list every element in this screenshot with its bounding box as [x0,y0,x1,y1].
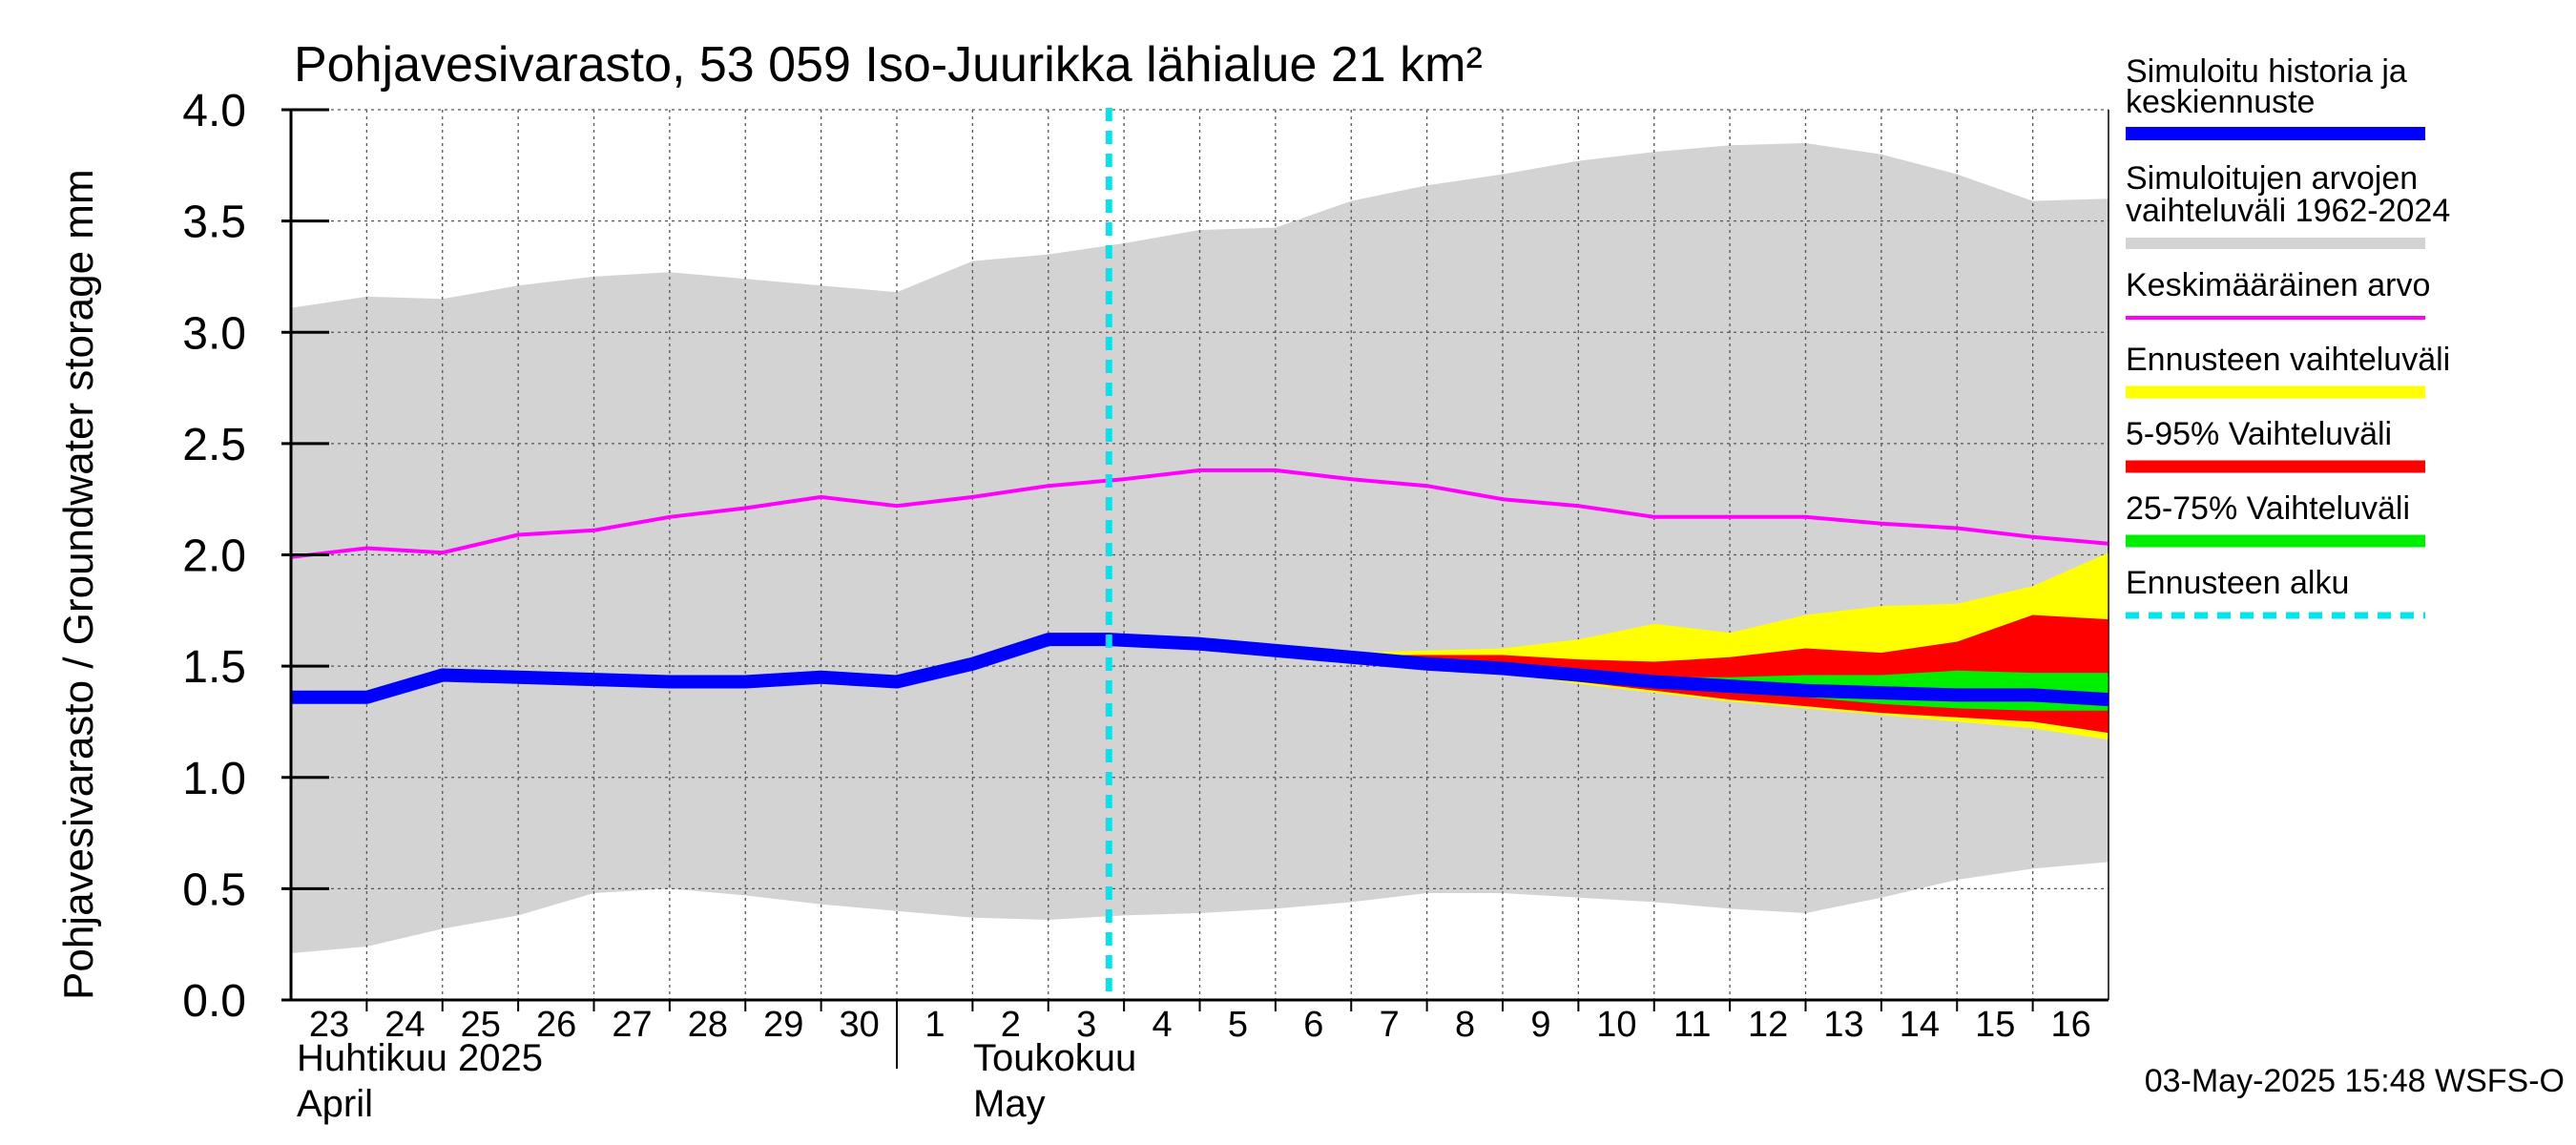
month-label-may-line1: Toukokuu [973,1037,1136,1079]
x-tick-label: 16 [2050,1005,2090,1045]
x-tick-label: 8 [1455,1005,1475,1045]
y-axis-label: Pohjavesivarasto / Groundwater storage m… [55,169,102,1000]
legend: Simuloitu historia ja keskiennuste Simul… [2126,53,2450,619]
chart-title: Pohjavesivarasto, 53 059 Iso-Juurikka lä… [294,37,1483,93]
x-tick-label: 9 [1530,1005,1550,1045]
legend-label-sim-history: Simuloitu historia ja keskiennuste [2126,53,2416,120]
footer-timestamp: 03-May-2025 15:48 WSFS-O [2145,1063,2565,1099]
y-axis-ticks: 0.0 0.5 1.0 1.5 2.0 2.5 3.0 3.5 4.0 [182,86,329,1027]
x-tick-label: 11 [1673,1005,1711,1045]
x-tick-label: 2 [1001,1005,1021,1045]
legend-label-mean: Keskimääräinen arvo [2126,267,2430,303]
legend-label-forecast-start: Ennusteen alku [2126,565,2349,601]
x-axis-ticks: 23 24 25 26 27 28 29 30 1 2 3 4 5 6 7 8 9 10 11 12 13 14 15 16 [309,1000,2091,1069]
x-tick-label: 13 [1823,1005,1863,1045]
x-tick-label: 28 [688,1005,728,1045]
month-label-april-line2: April [297,1083,373,1125]
y-tick-label: 1.0 [182,754,246,804]
legend-label-p25-75: 25-75% Vaihteluväli [2126,490,2410,527]
x-tick-label: 3 [1076,1005,1096,1045]
legend-label-forecast-range: Ennusteen vaihteluväli [2126,342,2450,378]
line-mean [290,468,2109,559]
x-tick-label: 29 [763,1005,803,1045]
x-tick-label: 12 [1748,1005,1788,1045]
y-tick-label: 2.0 [182,531,246,582]
y-tick-label: 0.0 [182,976,246,1027]
plot-area [289,108,2109,1002]
y-tick-label: 1.5 [182,642,246,693]
y-tick-label: 3.5 [182,198,246,248]
x-tick-label: 24 [384,1005,425,1045]
x-tick-label: 27 [612,1005,652,1045]
x-tick-label: 10 [1596,1005,1636,1045]
x-tick-label: 1 [924,1005,945,1045]
x-tick-label: 7 [1380,1005,1400,1045]
month-label-april-line1: Huhtikuu 2025 [297,1037,543,1079]
y-tick-label: 3.0 [182,308,246,359]
x-tick-label: 15 [1975,1005,2015,1045]
x-tick-label: 4 [1153,1005,1173,1045]
grid [291,109,2109,1000]
x-tick-label: 26 [536,1005,576,1045]
y-tick-label: 0.5 [182,864,246,915]
x-tick-label: 23 [309,1005,349,1045]
month-label-may-line2: May [973,1083,1046,1125]
y-tick-label: 2.5 [182,420,246,470]
x-tick-label: 30 [839,1005,879,1045]
x-tick-label: 6 [1303,1005,1323,1045]
legend-label-sim-range: Simuloitujen arvojen vaihteluväli 1962-2… [2126,160,2450,229]
legend-label-p5-95: 5-95% Vaihteluväli [2126,416,2392,452]
x-tick-label: 5 [1228,1005,1248,1045]
line-sim-history [291,633,2109,707]
y-tick-label: 4.0 [182,86,246,136]
x-tick-label: 25 [461,1005,501,1045]
x-tick-label: 14 [1900,1005,1940,1045]
